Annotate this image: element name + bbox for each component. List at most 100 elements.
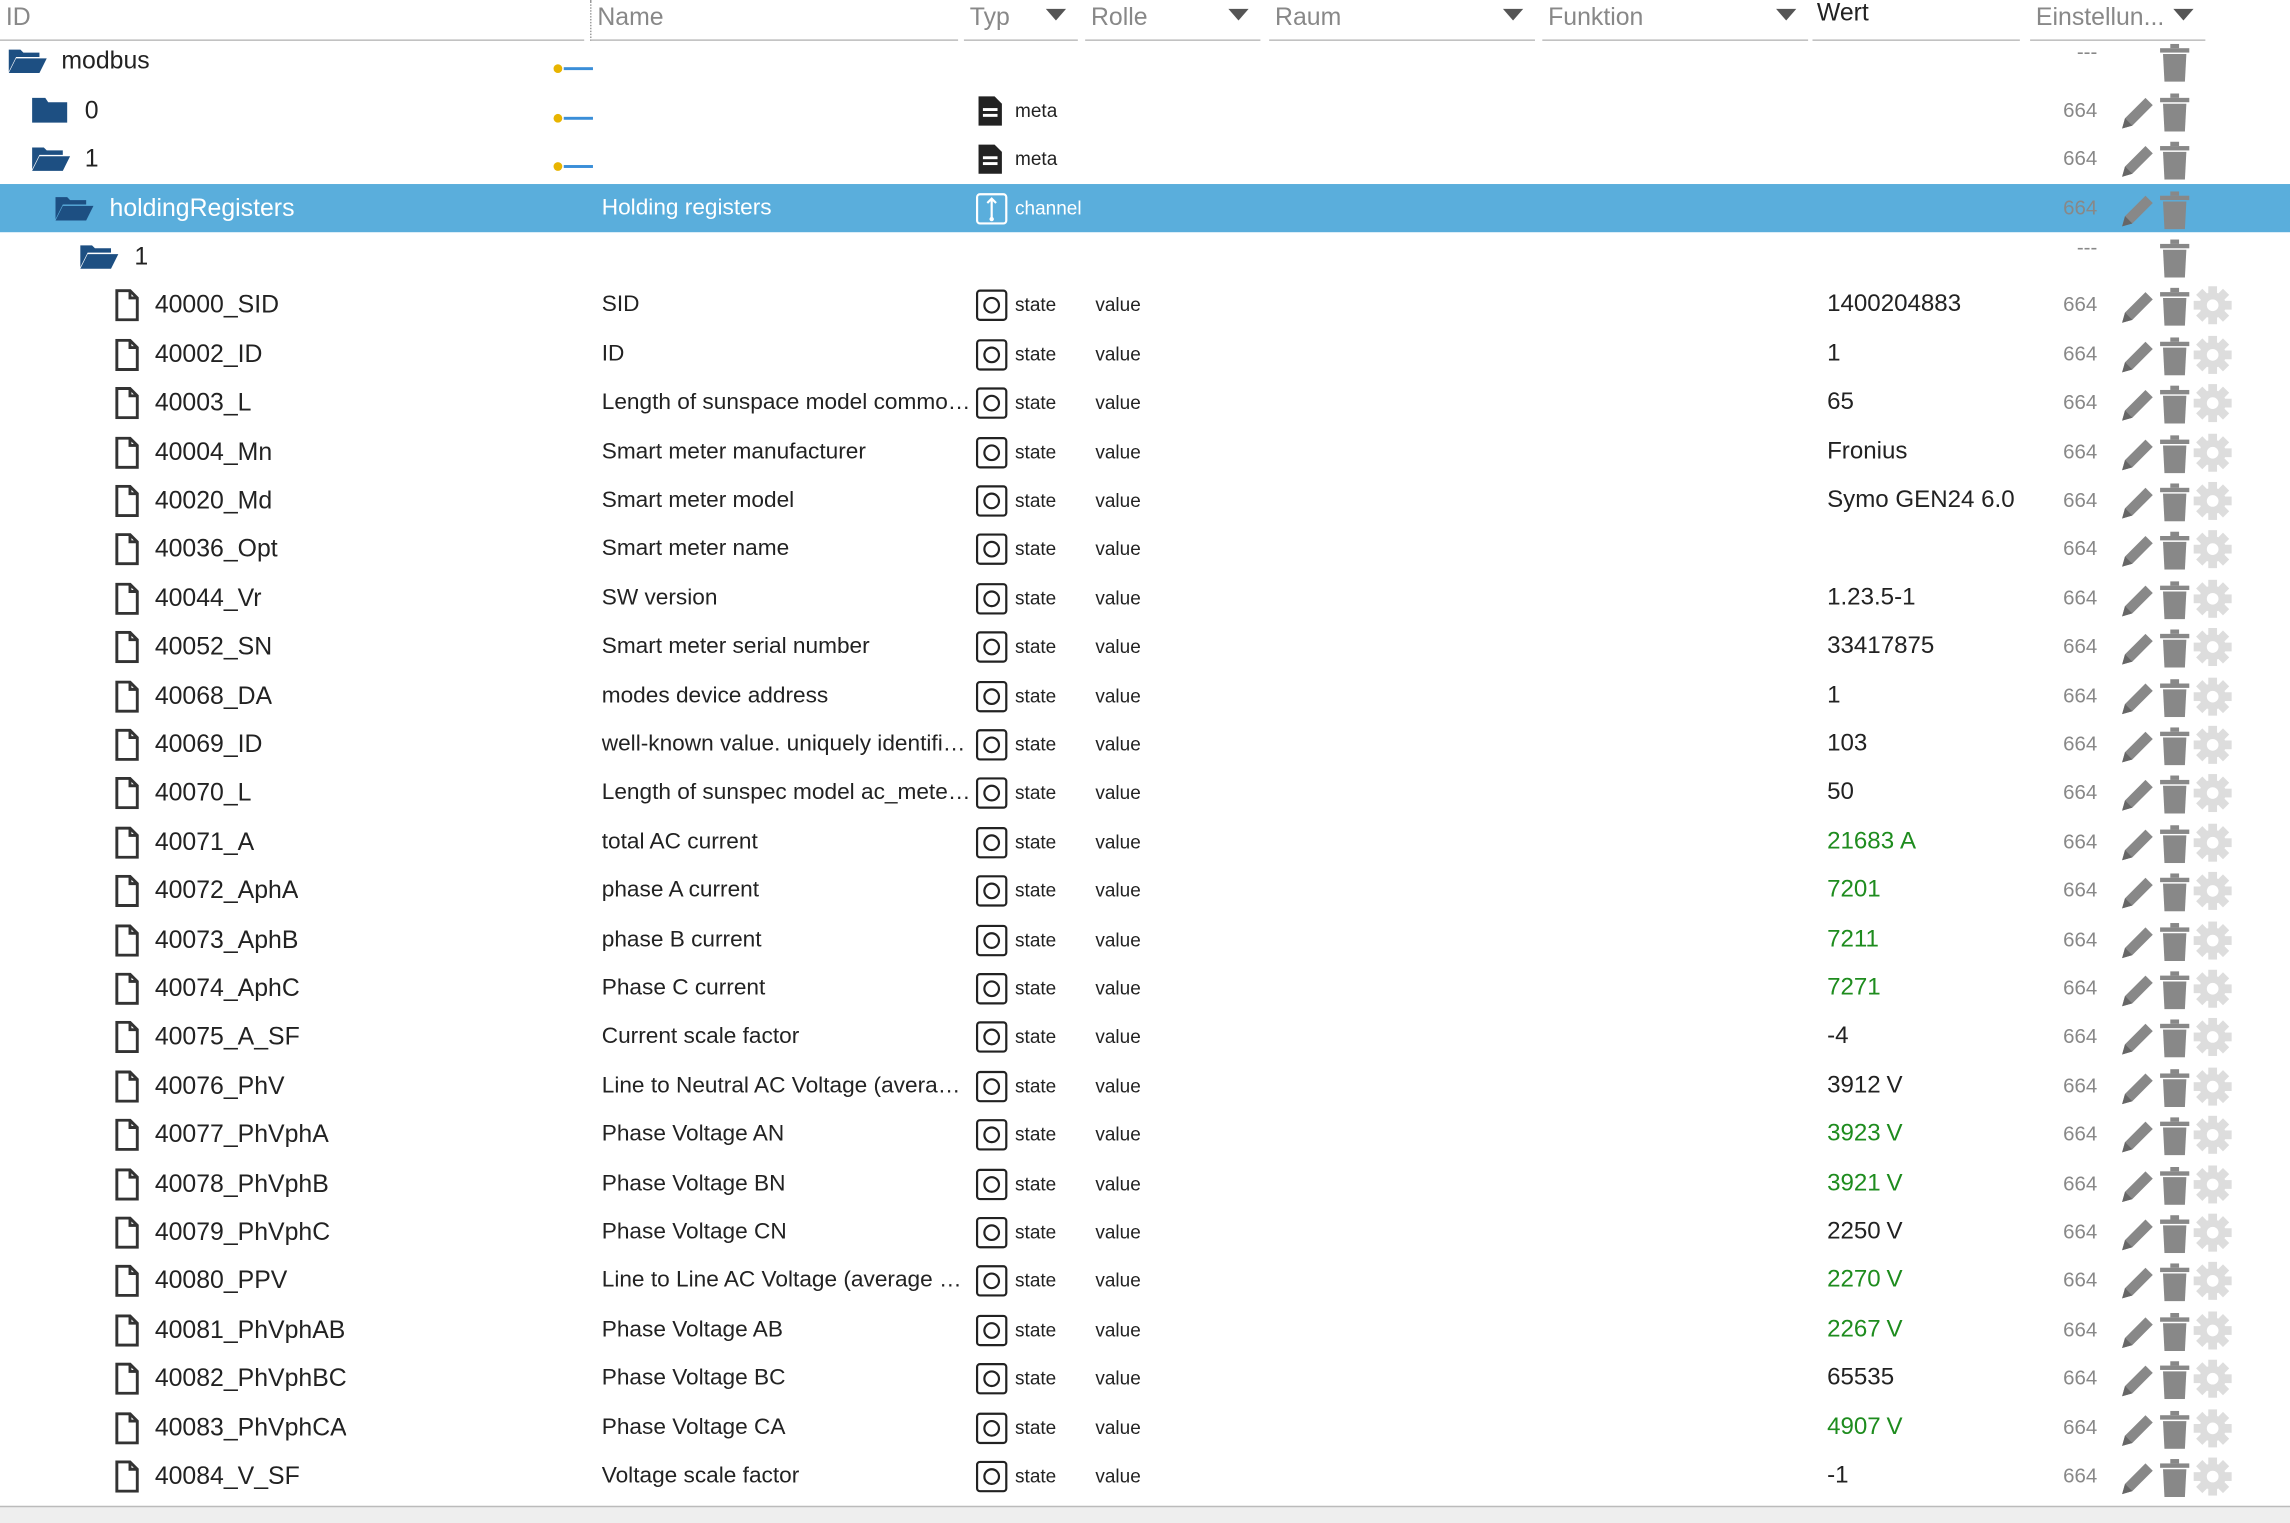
settings-button[interactable] xyxy=(2192,334,2233,382)
settings-button[interactable] xyxy=(2192,675,2233,723)
settings-button[interactable] xyxy=(2192,1163,2233,1211)
edit-button[interactable] xyxy=(2119,581,2157,626)
edit-button[interactable] xyxy=(2119,630,2157,675)
settings-button[interactable] xyxy=(2192,1310,2233,1358)
delete-button[interactable] xyxy=(2159,580,2191,626)
tree-row[interactable]: 40075_A_SF Current scale factor state value… xyxy=(0,1013,2290,1062)
delete-button[interactable] xyxy=(2159,385,2191,431)
delete-button[interactable] xyxy=(2159,93,2191,138)
delete-button[interactable] xyxy=(2159,1361,2191,1406)
edit-button[interactable] xyxy=(2119,1069,2157,1114)
tree-row[interactable]: modbus --- xyxy=(0,37,2290,86)
delete-button[interactable] xyxy=(2159,44,2191,89)
delete-button[interactable] xyxy=(2159,532,2191,577)
edit-button[interactable] xyxy=(2119,727,2157,772)
column-header[interactable]: Rolle xyxy=(1085,0,1261,41)
edit-button[interactable] xyxy=(2119,386,2157,431)
tree-row[interactable]: 40078_PhVphB Phase Voltage BN state value 39… xyxy=(0,1159,2290,1208)
delete-button[interactable] xyxy=(2159,1117,2191,1162)
tree-row[interactable]: 40082_PhVphBC Phase Voltage BC state value 6… xyxy=(0,1354,2290,1403)
tree-row[interactable]: 40020_Md Smart meter model state value Symo … xyxy=(0,476,2290,525)
edit-button[interactable] xyxy=(2119,1361,2157,1406)
settings-button[interactable] xyxy=(2192,1261,2233,1309)
edit-button[interactable] xyxy=(2119,776,2157,821)
tree-row[interactable]: 40068_DA modes device address state value 1 6… xyxy=(0,671,2290,720)
settings-button[interactable] xyxy=(2192,627,2233,675)
tree-row[interactable]: 1 --- xyxy=(0,232,2290,281)
tree-row[interactable]: 40081_PhVphAB Phase Voltage AB state value 2… xyxy=(0,1305,2290,1354)
edit-button[interactable] xyxy=(2119,142,2157,187)
delete-button[interactable] xyxy=(2159,922,2191,967)
tree-row[interactable]: 40074_AphC Phase C current state value 7271 6… xyxy=(0,964,2290,1013)
delete-button[interactable] xyxy=(2159,239,2191,284)
settings-button[interactable] xyxy=(2192,1212,2233,1260)
column-header[interactable]: Typ xyxy=(963,0,1078,41)
tree-row[interactable]: 0 meta 664 xyxy=(0,86,2290,135)
tree-row[interactable]: 40003_L Length of sunspace model common..… xyxy=(0,378,2290,427)
column-header[interactable]: Einstellun... xyxy=(2030,0,2206,41)
edit-button[interactable] xyxy=(2119,1117,2157,1162)
delete-button[interactable] xyxy=(2159,873,2191,919)
delete-button[interactable] xyxy=(2159,190,2191,236)
delete-button[interactable] xyxy=(2159,1458,2191,1504)
settings-button[interactable] xyxy=(2192,480,2233,528)
tree-row[interactable]: holdingRegisters Holding registers channel… xyxy=(0,183,2290,233)
tree-row[interactable]: 40073_AphB phase B current state value 7211 6… xyxy=(0,915,2290,964)
tree-row[interactable]: 40044_Vr SW version state value 1.23.5-1 664 xyxy=(0,574,2290,623)
settings-button[interactable] xyxy=(2192,383,2233,431)
edit-button[interactable] xyxy=(2119,825,2157,870)
edit-button[interactable] xyxy=(2119,1313,2157,1358)
edit-button[interactable] xyxy=(2119,678,2157,723)
tree-row[interactable]: 40076_PhV Line to Neutral AC Voltage (ave… xyxy=(0,1061,2290,1110)
delete-button[interactable] xyxy=(2159,775,2191,821)
tree-row[interactable]: 40004_Mn Smart meter manufacturer state val… xyxy=(0,427,2290,476)
tree-row[interactable]: 40000_SID SID state value 1400204883 664 xyxy=(0,281,2290,330)
edit-button[interactable] xyxy=(2119,532,2157,577)
delete-button[interactable] xyxy=(2159,824,2191,870)
delete-button[interactable] xyxy=(2159,971,2191,1016)
edit-button[interactable] xyxy=(2119,337,2157,382)
tree-row[interactable]: 40077_PhVphA Phase Voltage AN state value 39… xyxy=(0,1110,2290,1159)
settings-button[interactable] xyxy=(2192,432,2233,480)
delete-button[interactable] xyxy=(2159,1019,2191,1065)
settings-button[interactable] xyxy=(2192,1017,2233,1065)
column-header[interactable]: ID xyxy=(0,0,585,41)
column-header[interactable]: Name xyxy=(590,0,959,41)
edit-button[interactable] xyxy=(2119,971,2157,1016)
edit-button[interactable] xyxy=(2119,1020,2157,1065)
tree-row[interactable]: 40069_ID well-known value. uniquely ident… xyxy=(0,720,2290,769)
edit-button[interactable] xyxy=(2119,1215,2157,1260)
delete-button[interactable] xyxy=(2159,434,2191,479)
edit-button[interactable] xyxy=(2119,1264,2157,1309)
edit-button[interactable] xyxy=(2119,874,2157,919)
column-header[interactable]: Raum xyxy=(1269,0,1535,41)
edit-button[interactable] xyxy=(2119,434,2157,479)
edit-button[interactable] xyxy=(2119,1410,2157,1455)
tree-row[interactable]: 40070_L Length of sunspec model ac_meter … xyxy=(0,769,2290,818)
tree-row[interactable]: 40072_AphA phase A current state value 7201 6… xyxy=(0,866,2290,915)
settings-button[interactable] xyxy=(2192,1358,2233,1406)
column-header[interactable]: Wert xyxy=(1812,0,2020,41)
delete-button[interactable] xyxy=(2159,141,2191,187)
delete-button[interactable] xyxy=(2159,1263,2191,1309)
settings-button[interactable] xyxy=(2192,724,2233,772)
tree-row[interactable]: 40079_PhVphC Phase Voltage CN state value 22… xyxy=(0,1208,2290,1257)
settings-button[interactable] xyxy=(2192,919,2233,967)
tree-row[interactable]: 40080_PPV Line to Line AC Voltage (averag… xyxy=(0,1256,2290,1305)
column-header[interactable]: Funktion xyxy=(1542,0,1809,41)
settings-button[interactable] xyxy=(2192,529,2233,577)
tree-row[interactable]: 40002_ID ID state value 1 664 xyxy=(0,330,2290,379)
settings-button[interactable] xyxy=(2192,578,2233,626)
delete-button[interactable] xyxy=(2159,727,2191,772)
settings-button[interactable] xyxy=(2192,968,2233,1016)
edit-button[interactable] xyxy=(2119,191,2157,236)
delete-button[interactable] xyxy=(2159,1214,2191,1260)
edit-button[interactable] xyxy=(2119,93,2157,138)
edit-button[interactable] xyxy=(2119,1459,2157,1504)
delete-button[interactable] xyxy=(2159,678,2191,723)
scrollbar[interactable] xyxy=(0,1505,2290,1523)
tree-row[interactable]: 40071_A total AC current state value 21683 A 6… xyxy=(0,817,2290,866)
settings-button[interactable] xyxy=(2192,1114,2233,1162)
settings-button[interactable] xyxy=(2192,1407,2233,1455)
tree-row[interactable]: 1 meta 664 xyxy=(0,135,2290,184)
